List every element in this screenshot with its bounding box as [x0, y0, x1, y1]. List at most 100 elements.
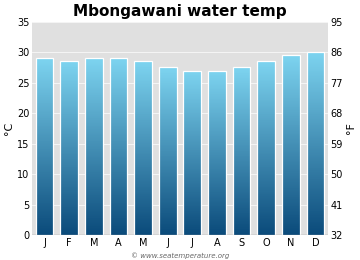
Bar	[85, 153, 103, 154]
Bar	[85, 135, 103, 136]
Bar	[60, 182, 78, 183]
Bar	[257, 130, 275, 131]
Bar	[36, 70, 53, 71]
Bar	[134, 146, 152, 147]
Bar	[60, 152, 78, 153]
Bar	[36, 197, 53, 198]
Bar	[208, 222, 226, 223]
Bar	[208, 98, 226, 99]
Bar	[159, 135, 176, 136]
Bar	[60, 142, 78, 143]
Bar	[208, 92, 226, 93]
Bar	[208, 91, 226, 92]
Bar	[257, 231, 275, 232]
Bar	[307, 167, 324, 168]
Bar	[134, 150, 152, 151]
Bar	[307, 164, 324, 165]
Bar	[208, 156, 226, 157]
Bar	[233, 79, 251, 80]
Bar	[282, 194, 300, 195]
Bar	[36, 186, 53, 187]
Bar	[159, 222, 176, 223]
Bar	[233, 175, 251, 176]
Bar	[60, 131, 78, 132]
Bar	[134, 129, 152, 130]
Bar	[184, 187, 201, 188]
Bar	[307, 180, 324, 181]
Bar	[36, 109, 53, 110]
Bar	[36, 163, 53, 164]
Bar	[36, 217, 53, 218]
Bar	[233, 204, 251, 205]
Bar	[159, 118, 176, 119]
Bar	[282, 231, 300, 232]
Bar	[257, 119, 275, 120]
Bar	[159, 114, 176, 115]
Bar	[282, 110, 300, 111]
Bar	[257, 142, 275, 143]
Bar	[159, 191, 176, 192]
Bar	[85, 154, 103, 155]
Bar	[233, 197, 251, 198]
Bar	[134, 83, 152, 84]
Bar	[208, 113, 226, 114]
Bar	[282, 129, 300, 130]
Bar	[282, 104, 300, 105]
Bar	[134, 65, 152, 66]
Bar	[109, 97, 127, 98]
Bar	[233, 148, 251, 149]
Bar	[184, 151, 201, 152]
Bar	[36, 214, 53, 215]
Bar	[60, 138, 78, 139]
Bar	[184, 233, 201, 235]
Bar	[159, 201, 176, 202]
Bar	[85, 225, 103, 226]
Bar	[208, 110, 226, 111]
Bar	[134, 118, 152, 119]
Bar	[282, 99, 300, 100]
Bar	[134, 209, 152, 210]
Bar	[307, 123, 324, 124]
Bar	[307, 65, 324, 66]
Bar	[60, 148, 78, 149]
Bar	[282, 109, 300, 110]
Bar	[60, 149, 78, 150]
Bar	[208, 140, 226, 141]
Bar	[159, 137, 176, 138]
Bar	[159, 143, 176, 144]
Bar	[184, 179, 201, 180]
Bar	[282, 55, 300, 235]
Bar	[233, 174, 251, 175]
Bar	[85, 142, 103, 143]
Bar	[109, 227, 127, 228]
Bar	[36, 121, 53, 122]
Bar	[60, 223, 78, 224]
Bar	[233, 177, 251, 178]
Bar	[60, 189, 78, 190]
Bar	[184, 77, 201, 78]
Bar	[159, 173, 176, 174]
Bar	[257, 105, 275, 106]
Bar	[233, 193, 251, 194]
Bar	[233, 97, 251, 98]
Bar	[60, 195, 78, 196]
Bar	[257, 153, 275, 154]
Bar	[208, 72, 226, 73]
Bar	[134, 222, 152, 223]
Bar	[134, 119, 152, 120]
Bar	[109, 200, 127, 201]
Bar	[307, 117, 324, 118]
Bar	[208, 119, 226, 120]
Bar	[134, 61, 152, 235]
Bar	[109, 203, 127, 204]
Bar	[109, 211, 127, 212]
Bar	[85, 70, 103, 71]
Bar	[282, 82, 300, 83]
Bar	[208, 165, 226, 166]
Bar	[208, 163, 226, 164]
Bar	[36, 230, 53, 231]
Bar	[134, 131, 152, 132]
Bar	[233, 107, 251, 108]
Bar	[282, 181, 300, 182]
Bar	[307, 107, 324, 108]
